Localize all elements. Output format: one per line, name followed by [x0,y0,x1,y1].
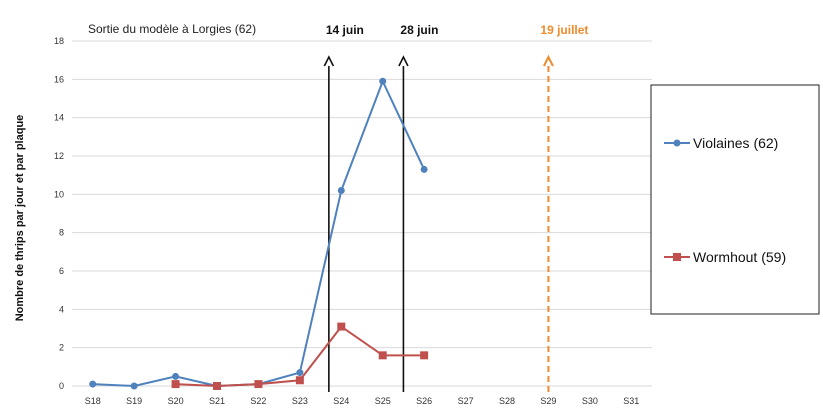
y-tick-label: 2 [59,343,64,353]
annotation-2: 28 juin [398,23,438,392]
annotation-arrowhead [543,54,554,67]
x-tick-label: S28 [499,396,515,406]
legend-marker [673,253,681,261]
data-point [295,376,304,385]
series-2 [171,322,429,390]
data-point [378,351,387,360]
x-tick-label: S26 [416,396,432,406]
annotation-arrowhead [398,55,409,67]
y-axis-tick-labels: 0 2 4 6 8 10 12 14 16 18 [54,36,64,391]
legend-item-2: Wormhout (59) [664,249,786,265]
x-tick-label: S25 [375,396,391,406]
legend-item-1: Violaines (62) [664,135,778,151]
data-point [213,382,221,390]
x-tick-label: S21 [209,396,225,406]
y-tick-label: 16 [54,74,64,84]
legend-marker [673,139,681,147]
y-tick-label: 14 [54,113,64,123]
data-point [296,369,304,377]
data-point [420,165,428,173]
x-tick-label: S22 [250,396,266,406]
x-tick-label: S27 [458,396,474,406]
annotation-label: 14 juin [326,23,364,37]
data-point [337,187,345,194]
y-tick-label: 12 [54,151,64,161]
y-tick-label: 8 [59,228,64,238]
x-tick-label: S31 [623,396,639,406]
legend-items: Violaines (62) Wormhout (59) [664,135,786,265]
data-point [89,380,97,388]
x-tick-label: S20 [168,396,184,406]
x-tick-label: S24 [333,396,349,406]
y-tick-label: 6 [59,266,64,276]
gridlines [72,40,652,387]
data-point [130,382,138,390]
series-layer [89,77,429,390]
data-point [254,380,263,389]
legend-box [650,84,820,315]
annotation-arrowhead [323,55,335,67]
y-tick-label: 18 [54,36,64,46]
y-tick-label: 10 [54,189,64,199]
data-point [171,380,180,389]
y-tick-label: 4 [59,304,64,314]
data-point [337,322,346,331]
y-axis-label: Nombre de thrips par jour et par plaque [14,115,26,322]
x-tick-label: S23 [292,396,308,406]
annotation-label: 28 juin [400,23,438,37]
annotation-1: 14 juin [323,23,364,392]
x-axis-tick-labels: S18 S19 S20 S21 S22 S23 S24 S25 S26 S27 S28 S29 S30 S… [85,396,640,406]
legend-label: Violaines (62) [693,135,778,151]
data-point [379,77,387,85]
data-point [420,351,429,360]
annotation-arrows: 14 juin 28 juin 19 juillet [323,23,588,392]
data-point [172,372,180,380]
legend-label: Wormhout (59) [693,249,786,265]
annotation-3: 19 juillet [540,23,588,392]
x-tick-label: S18 [85,396,101,406]
annotation-label: 19 juillet [540,23,588,37]
x-tick-label: S30 [582,396,598,406]
x-tick-label: S19 [126,396,142,406]
x-tick-label: S29 [540,396,556,406]
y-tick-label: 0 [59,381,64,391]
chart-title: Sortie du modèle à Lorgies (62) [88,22,256,36]
legend: Violaines (62) Wormhout (59) [650,84,820,315]
